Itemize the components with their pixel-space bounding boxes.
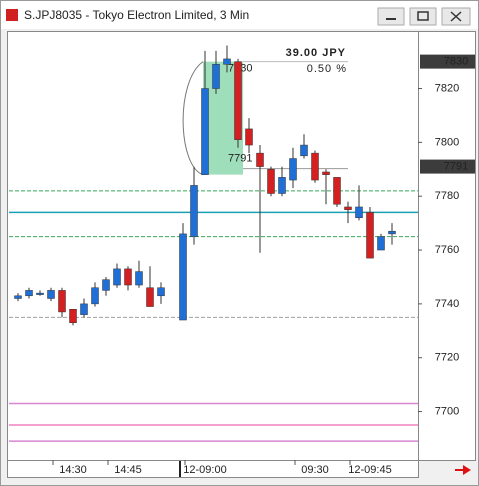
y-tick-label: 7780: [435, 190, 459, 202]
measure-arc: [182, 61, 204, 176]
candle-body: [25, 290, 33, 297]
candle-body: [355, 206, 363, 218]
minimize-button[interactable]: [377, 7, 405, 26]
x-tick-label: 12-09:45: [348, 464, 391, 476]
candle-body: [157, 287, 165, 297]
x-tick-label: 14:30: [59, 464, 87, 476]
price-label: 7830: [444, 56, 468, 68]
candle-body: [190, 185, 198, 237]
price-axis: [418, 31, 476, 461]
candle-body: [278, 177, 286, 194]
candle-body: [245, 128, 253, 146]
candle-body: [289, 158, 297, 181]
maximize-icon: [417, 11, 429, 21]
candle-body: [300, 144, 308, 157]
candle-body: [267, 169, 275, 194]
candle-body: [322, 171, 330, 175]
candle-body: [124, 268, 132, 286]
candle-body: [135, 271, 143, 286]
x-tick-label: 09:30: [301, 464, 329, 476]
candle-body: [344, 206, 352, 210]
time-axis: [7, 460, 419, 478]
candle-body: [388, 230, 396, 235]
window-title: S.JPJ8035 - Tokyo Electron Limited, 3 Mi…: [24, 8, 249, 22]
candle-body: [80, 303, 88, 315]
y-tick-label: 7800: [435, 136, 459, 148]
close-icon: [450, 11, 462, 22]
candle-body: [36, 292, 44, 295]
window-buttons[interactable]: [377, 7, 471, 26]
price-label: 7791: [444, 160, 468, 172]
y-tick-label: 7760: [435, 244, 459, 256]
price-label-box: [420, 159, 475, 174]
candle-body: [212, 64, 220, 89]
x-tick-label: 14:45: [114, 464, 142, 476]
y-tick-label: 7740: [435, 298, 459, 310]
scroll-arrow[interactable]: [455, 465, 471, 475]
app-icon: [6, 9, 18, 21]
price-label-box: [420, 54, 475, 69]
candle-body: [113, 268, 121, 286]
candle-body: [234, 61, 242, 140]
candle-body: [102, 279, 110, 291]
candle-body: [91, 287, 99, 305]
candle-body: [311, 152, 319, 181]
measure-change: 39.00 JPY: [286, 47, 346, 59]
candle-body: [256, 152, 264, 167]
candle-body: [179, 233, 187, 321]
candle-body: [146, 287, 154, 307]
y-tick-label: 7820: [435, 82, 459, 94]
candle-body: [333, 177, 341, 205]
candle-body: [377, 236, 385, 251]
measure-low-label: 7791: [228, 152, 252, 164]
candle-body: [201, 88, 209, 175]
x-tick-label: 12-09:00: [183, 464, 226, 476]
candle-body: [223, 58, 231, 65]
candle-body: [47, 290, 55, 299]
candle-body: [69, 309, 77, 323]
measure-percent: 0.50 %: [307, 63, 347, 75]
candle-body: [366, 212, 374, 259]
candle-body: [58, 290, 66, 313]
maximize-button[interactable]: [409, 7, 437, 26]
y-tick-label: 7720: [435, 352, 459, 364]
candle-body: [14, 295, 22, 299]
y-tick-label: 7700: [435, 405, 459, 417]
